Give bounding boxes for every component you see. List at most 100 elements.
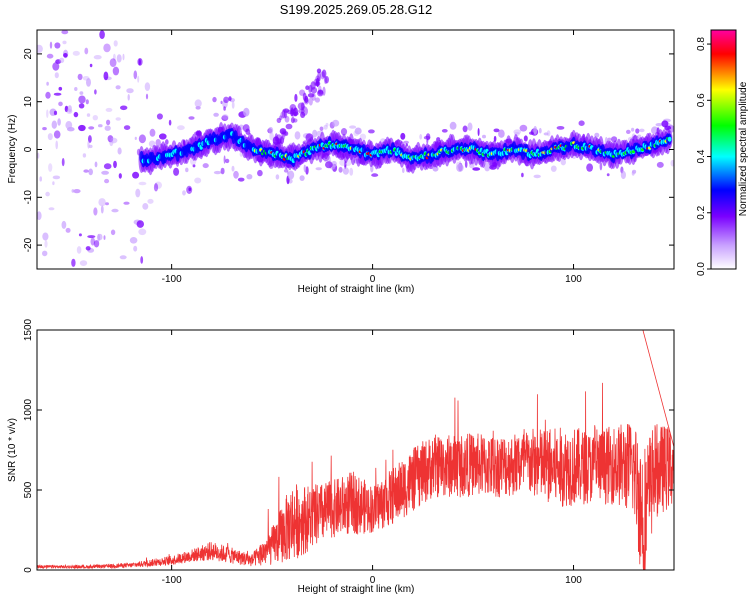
spectrogram-blob [318,85,322,94]
snr-marks [37,330,674,570]
spectrogram-blob [110,229,116,236]
spectrogram-blob [317,89,324,95]
colorbar-tick-label: 0.8 [696,37,707,51]
spectrogram-blob [300,111,306,118]
spectrogram-blob [498,129,505,138]
spectrogram-blob [52,175,61,180]
spectrogram-blob [325,122,329,127]
colorbar-axis: 0.0 0.2 0.4 0.6 0.8 [696,37,711,276]
spectrogram-blob [93,240,100,248]
spectrogram-blob [637,134,642,138]
spectrogram-blob [173,167,180,176]
spectrogram-blob [237,177,245,182]
spectrogram-blob [45,191,50,197]
colorbar-tick-label: 0.6 [696,93,707,107]
spectrogram-blob [281,109,286,119]
y-tick-label: -10 [23,190,34,205]
spectrogram-blob [290,117,295,124]
y-tick-label: 10 [23,96,34,108]
y-tick-label: 0 [23,567,34,573]
spectrogram-blob [257,169,263,177]
spectrogram-blob [79,91,84,95]
spectrogram-blob [311,92,316,101]
spectrogram-blob [52,181,55,186]
spectrogram-blob [103,163,112,170]
spectrogram-blob [321,69,327,78]
x-tick-label: 0 [370,274,376,285]
spectrogram-blob [268,126,274,134]
spectrogram-blob [177,125,185,131]
spectrogram-ridge-peak [631,150,636,154]
spectrogram-blob [53,130,61,139]
spectrogram-blob [606,173,610,177]
spectrogram-blob [87,235,96,239]
spectrogram-blob [61,30,69,35]
spectrogram-blob [71,258,76,267]
spectrogram-blob [48,163,53,172]
spectrogram-blob [482,134,486,139]
spectrogram-blob [283,109,288,119]
spectrogram-blob [64,105,69,113]
spectrogram-blob [113,53,116,61]
spectrogram-blob [73,189,81,194]
spectrogram-blob [84,47,89,55]
spectrogram-blob [116,54,122,63]
spectrogram-blob [323,124,328,130]
spectrogram-blob [42,127,47,131]
spectrogram-blob [586,163,593,172]
spectrogram-blob [231,165,235,172]
spectrogram-blob [46,53,54,59]
spectrogram-blob [42,232,49,241]
spectrogram-blob [49,41,53,49]
spectrogram-blob [104,125,111,131]
spectrogram-blob [74,87,78,91]
snr-y-axis-label: SNR (10 * v/v) [7,418,18,482]
spectrogram-blob [513,129,522,135]
colorbar-tick-label: 0.4 [696,149,707,163]
spectrogram-blob [308,84,313,93]
spectrogram-blob [85,246,91,251]
spectrogram-blob [153,183,159,192]
spectrogram-blob [110,137,118,144]
spectrogram-blob [87,140,90,149]
spectrogram-blob [305,166,309,175]
spectrogram-blob [120,105,128,111]
spectrogram-blob [631,127,635,132]
spectrogram-blob [72,50,80,56]
spectrogram-blob [86,113,91,117]
spectrogram-blob [155,139,161,147]
spectrogram-blob [194,177,202,184]
spectrogram-blob [53,92,62,96]
spectrogram-blob [322,86,326,96]
spectrogram-blob [123,201,130,205]
spectrogram-blob [94,161,98,168]
x-tick-label: 0 [370,575,376,586]
spectrogram-blob [246,174,253,180]
spectrogram-blob [279,128,287,135]
spectrogram-blob [546,130,551,137]
y-tick-label: 0 [23,146,34,152]
spectrogram-blob [340,128,348,136]
spectrogram-blob [61,220,67,229]
spectrogram-blob [243,107,250,117]
colorbar-tick-label: 0.0 [696,262,707,276]
spectrogram-blob [45,91,51,99]
spectrogram-y-axis-label: Frequency (Hz) [7,115,18,184]
spectrogram-blob [405,143,408,147]
spectrogram-blob [314,81,321,87]
spectrogram-blob [113,160,117,169]
snr-frame [36,329,675,571]
spectrogram-blob [231,101,235,109]
spectrogram-blob [165,139,169,145]
spectrogram-blob [477,128,480,136]
spectrogram-blob [303,164,306,172]
spectrogram-blob [578,120,585,126]
spectrogram-blob [213,112,219,117]
spectrogram-blob [182,190,186,196]
spectrogram-blob [223,96,230,104]
spectrogram-blob [639,128,645,133]
spectrogram-blob [54,42,61,49]
spectrogram-blob [39,176,42,182]
spectrogram-blob [86,78,91,87]
spectrogram-blob [192,164,196,168]
